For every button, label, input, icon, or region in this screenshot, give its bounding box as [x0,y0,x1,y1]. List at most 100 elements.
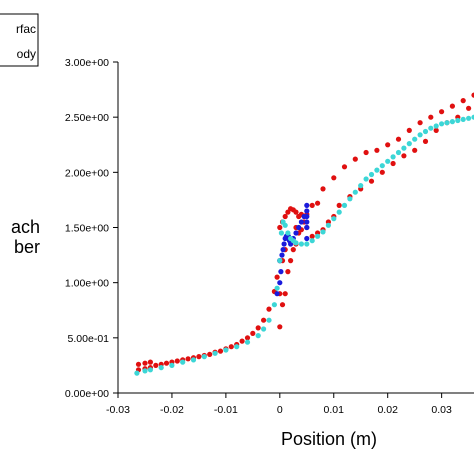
data-point [471,92,474,98]
data-point [296,224,302,231]
data-point [190,357,197,363]
data-point [274,274,280,280]
data-point [135,361,142,367]
data-point [293,209,299,215]
data-point [271,302,277,308]
data-point [142,368,148,374]
data-point [347,196,353,202]
data-point [278,269,284,275]
data-point [325,222,331,228]
data-point [298,241,304,247]
data-point [201,354,207,360]
data-point [358,183,364,189]
data-point [134,370,140,376]
data-point [147,359,153,365]
data-point [285,269,291,275]
data-point [395,136,402,142]
x-tick-label: 0.02 [377,404,398,416]
data-point [401,153,407,159]
data-point [298,219,304,225]
data-point [279,302,286,308]
data-point [277,324,283,330]
y-axis-title-line-2: ber [14,237,40,257]
y-tick-label: 1.50e+00 [65,223,109,235]
data-point [288,258,294,264]
data-point [379,169,385,175]
y-axis-title-line-1: ach [11,217,40,237]
x-tick-label: -0.02 [160,404,184,416]
data-point [320,229,326,235]
data-point [244,339,251,345]
data-point [336,202,342,208]
data-point [234,344,240,350]
data-point [266,306,272,312]
x-tick-label: -0.03 [106,404,130,416]
data-point [280,247,286,253]
x-ticks: -0.03 -0.02 -0.01 0 0.01 0.02 0.03 [106,393,452,416]
data-point [315,200,321,206]
data-point [304,213,310,220]
data-point [417,120,423,126]
data-point [261,326,267,332]
y-tick-label: 3.00e+00 [65,57,109,69]
data-point [395,149,402,156]
y-tick-label: 5.00e-01 [68,333,110,345]
data-point [336,209,342,215]
data-point [449,103,455,109]
data-point [460,98,466,104]
data-point [304,202,310,208]
data-point [174,358,180,364]
data-point [212,350,218,356]
data-point [282,213,288,220]
data-point [460,116,466,122]
data-point [180,359,186,365]
data-point [277,280,283,286]
data-point [281,241,287,247]
y-tick-label: 1.00e+00 [65,278,109,290]
y-ticks: 0.00e+00 5.00e-01 1.00e+00 1.50e+00 2.00e+00… [65,57,118,400]
data-point [304,235,310,242]
legend-entry-2: ody [17,47,36,61]
data-point [158,365,164,371]
data-point [471,114,474,120]
data-point [363,149,369,156]
data-point [433,123,439,129]
data-point [341,164,348,170]
data-point [455,117,461,124]
data-point [428,125,434,131]
series-3 [134,114,474,376]
data-point [417,132,423,138]
data-point [255,333,261,339]
data-point [368,171,375,178]
data-point [142,360,148,366]
data-point [169,362,175,368]
data-point [466,115,472,121]
data-point [239,338,245,344]
data-point [439,121,445,127]
y-tick-label: 0.00e+00 [65,388,109,400]
legend: rfac ody [0,13,39,67]
legend-entry-1: rfac [16,22,36,36]
data-point [374,147,380,153]
data-point [266,317,272,323]
data-point [217,348,224,354]
y-tick-label: 2.00e+00 [65,167,109,179]
x-tick-label: 0.03 [431,404,452,416]
data-point [401,145,407,151]
data-point [390,154,396,160]
data-point [185,356,191,362]
series-1 [135,92,474,373]
legend-box [0,13,39,67]
data-point [223,347,229,353]
data-point [449,119,455,125]
data-point [147,367,153,373]
data-point [196,354,202,360]
data-point [368,178,375,184]
y-tick-label: 2.50e+00 [65,112,109,124]
data-point [315,233,321,239]
data-points [134,92,474,376]
data-point [285,230,291,236]
data-point [422,138,429,144]
data-point [278,230,284,236]
